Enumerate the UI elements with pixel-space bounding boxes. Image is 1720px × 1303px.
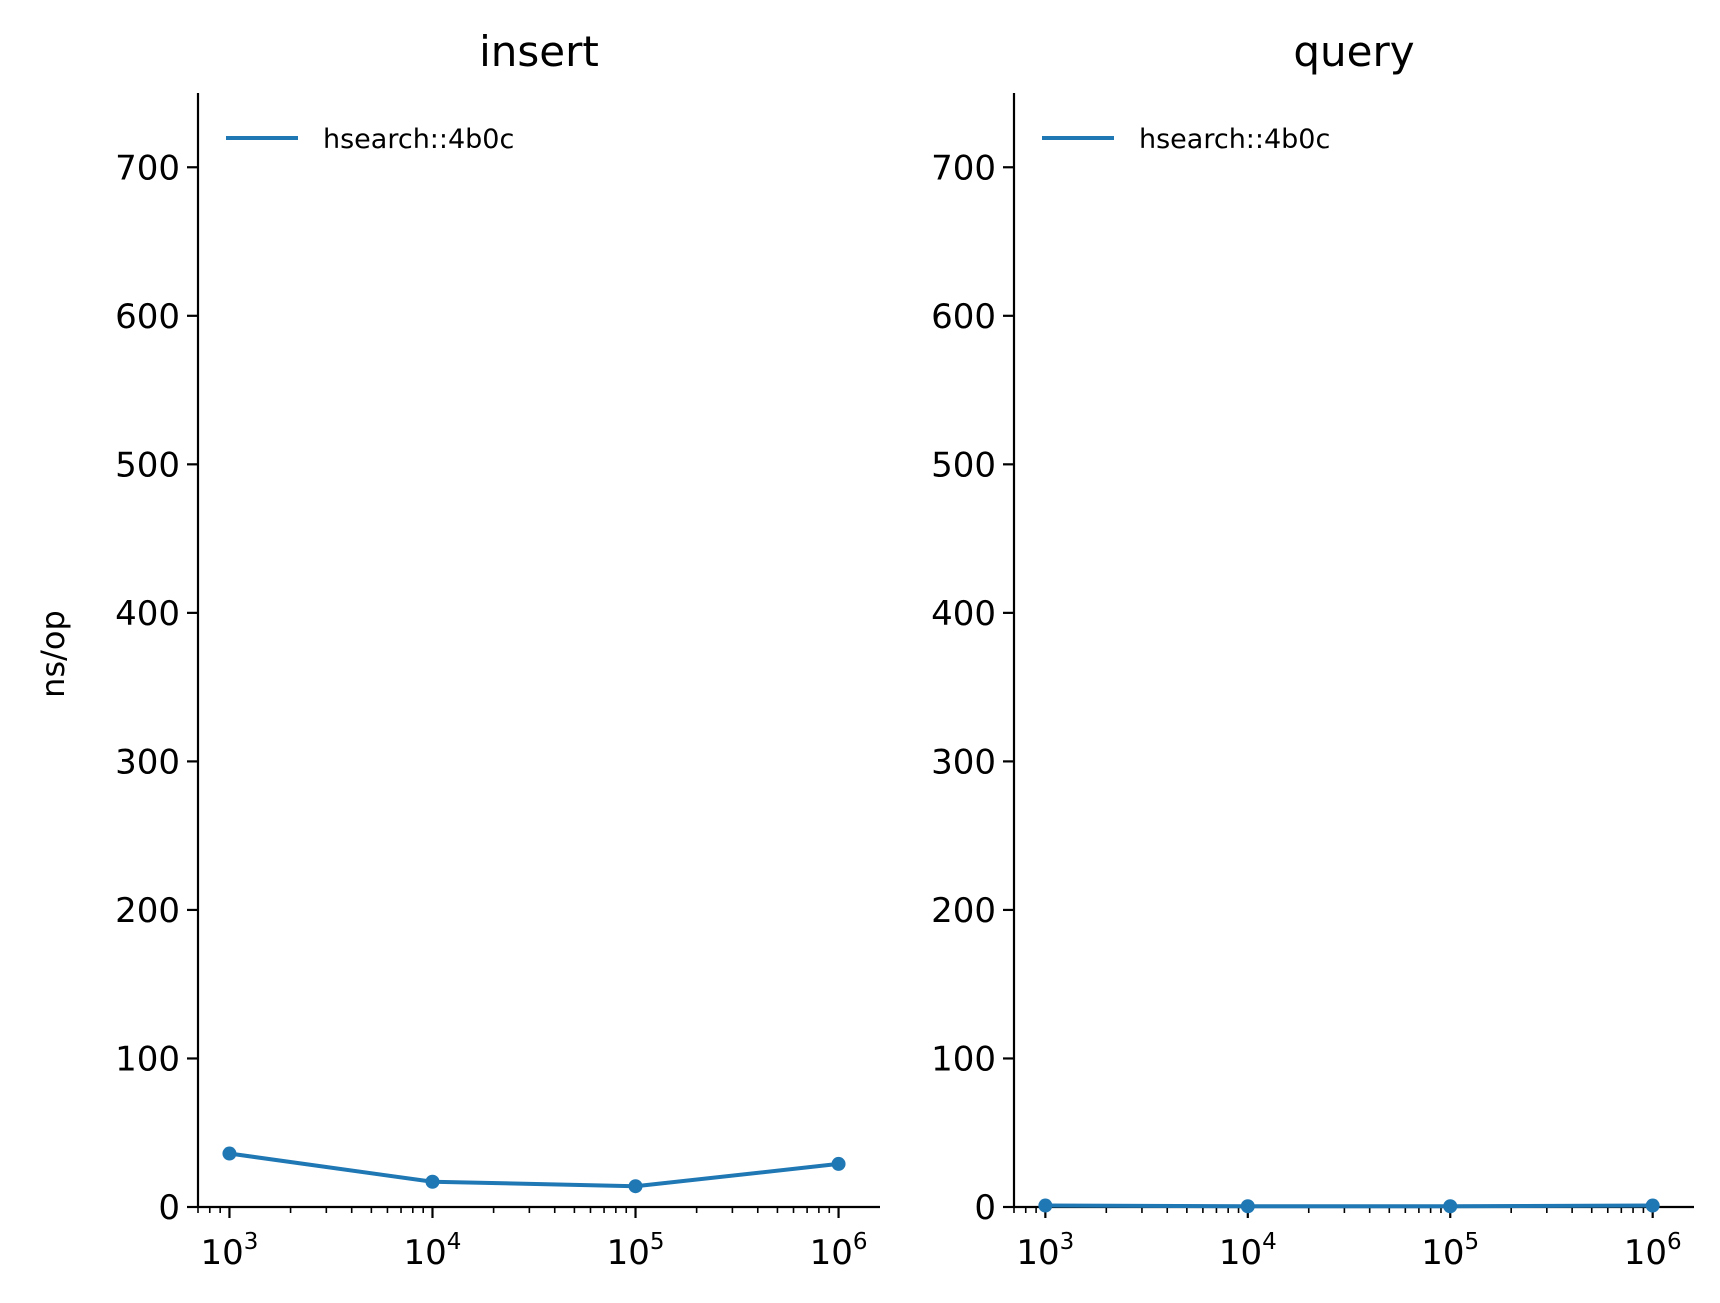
y-tick-label: 400: [115, 594, 180, 634]
legend-label: hsearch::4b0c: [323, 124, 514, 155]
x-tick-label: 104: [404, 1229, 462, 1273]
y-tick-label: 300: [115, 742, 180, 782]
y-tick-label: 200: [115, 891, 180, 931]
y-tick-label: 700: [115, 148, 180, 188]
data-point: [1443, 1199, 1458, 1214]
chart-title: query: [1293, 27, 1414, 76]
legend: hsearch::4b0c: [226, 124, 514, 155]
x-tick-label: 106: [810, 1229, 868, 1273]
y-tick-label: 700: [931, 148, 996, 188]
panel-insert: insert 0 100 200 300 400 500 600 700 103 104 105 106…: [115, 27, 880, 1273]
y-tick-label: 0: [158, 1188, 180, 1228]
series-line: [229, 1151, 839, 1189]
y-tick-label: 400: [931, 594, 996, 634]
y-tick-label: 500: [115, 445, 180, 485]
x-tick-label: 104: [1219, 1229, 1277, 1273]
data-point: [831, 1156, 846, 1171]
data-point: [1240, 1199, 1255, 1214]
y-tick-label: 600: [115, 297, 180, 337]
chart-title: insert: [479, 27, 599, 76]
y-tick-label: 100: [115, 1039, 180, 1079]
panel-query: query 0 100 200 300 400 500 600 700 103 104 105 106 h…: [931, 27, 1694, 1273]
x-tick-label: 103: [200, 1229, 258, 1273]
x-tick-label: 106: [1624, 1229, 1682, 1273]
series-line: [1045, 1203, 1653, 1209]
y-tick-label: 600: [931, 297, 996, 337]
y-tick-label: 200: [931, 891, 996, 931]
x-tick-label: 105: [1421, 1229, 1479, 1273]
y-axis-label: ns/op: [34, 610, 72, 698]
y-tick-label: 300: [931, 742, 996, 782]
data-point: [1645, 1198, 1660, 1213]
data-point: [222, 1146, 237, 1161]
legend: hsearch::4b0c: [1042, 124, 1330, 155]
data-point: [425, 1174, 440, 1189]
data-point: [628, 1179, 643, 1194]
legend-label: hsearch::4b0c: [1139, 124, 1330, 155]
x-tick-label: 103: [1016, 1229, 1074, 1273]
x-tick-label: 105: [607, 1229, 665, 1273]
y-tick-label: 100: [931, 1039, 996, 1079]
data-point: [1038, 1198, 1053, 1213]
y-tick-label: 0: [974, 1188, 996, 1228]
y-tick-label: 500: [931, 445, 996, 485]
